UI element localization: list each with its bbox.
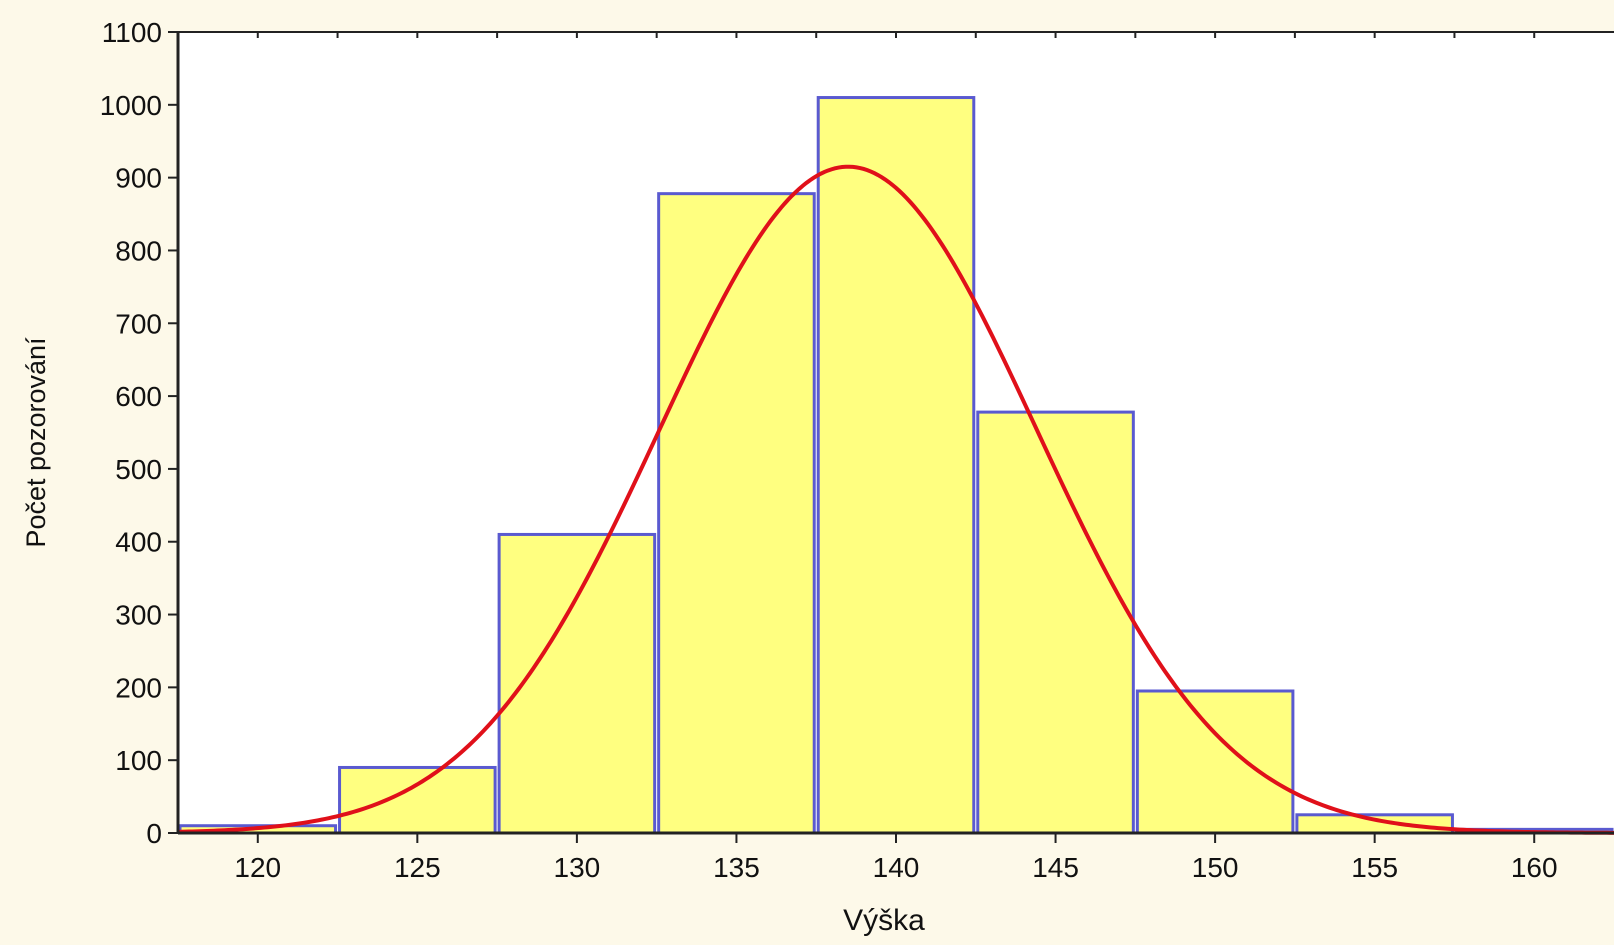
histogram-bar-150 bbox=[1135, 689, 1295, 835]
x-tick-label: 145 bbox=[1032, 852, 1079, 883]
y-axis-title: Počet pozorování bbox=[21, 337, 51, 548]
bars-layer bbox=[178, 96, 1614, 835]
x-axis-title: Výška bbox=[843, 904, 925, 937]
y-tick-label: 400 bbox=[115, 527, 162, 558]
x-tick-label: 140 bbox=[873, 852, 920, 883]
axes-layer: 0 100 200 300 400 500 600 700 800 900 1000 1100 120 1… bbox=[100, 17, 1614, 883]
y-tick-label: 1100 bbox=[102, 17, 162, 48]
histogram-bar-130 bbox=[497, 532, 657, 835]
histogram-bar-145 bbox=[976, 410, 1135, 835]
x-tick-label: 135 bbox=[713, 852, 760, 883]
y-tick-label: 1000 bbox=[100, 90, 162, 121]
x-tick-label: 155 bbox=[1351, 852, 1398, 883]
x-tick-label: 120 bbox=[234, 852, 281, 883]
y-tick-label: 0 bbox=[146, 818, 162, 849]
y-tick-label: 800 bbox=[115, 235, 162, 266]
normal-curve bbox=[177, 164, 1614, 835]
y-tick-label: 200 bbox=[115, 672, 162, 703]
histogram-bar-125 bbox=[338, 765, 497, 835]
y-tick-label: 600 bbox=[115, 381, 162, 412]
y-tick-label: 100 bbox=[115, 745, 162, 776]
x-tick-label: 130 bbox=[554, 852, 601, 883]
y-tick-label: 500 bbox=[115, 454, 162, 485]
histogram-bar-135 bbox=[657, 192, 816, 835]
histogram-bar-140 bbox=[816, 96, 976, 835]
x-tick-label: 150 bbox=[1192, 852, 1239, 883]
x-tick-label: 160 bbox=[1511, 852, 1558, 883]
y-tick-label: 700 bbox=[115, 308, 162, 339]
y-tick-label: 300 bbox=[115, 600, 162, 631]
x-tick-label: 125 bbox=[394, 852, 441, 883]
y-tick-label: 900 bbox=[115, 163, 162, 194]
histogram-bar-155 bbox=[1295, 813, 1454, 835]
